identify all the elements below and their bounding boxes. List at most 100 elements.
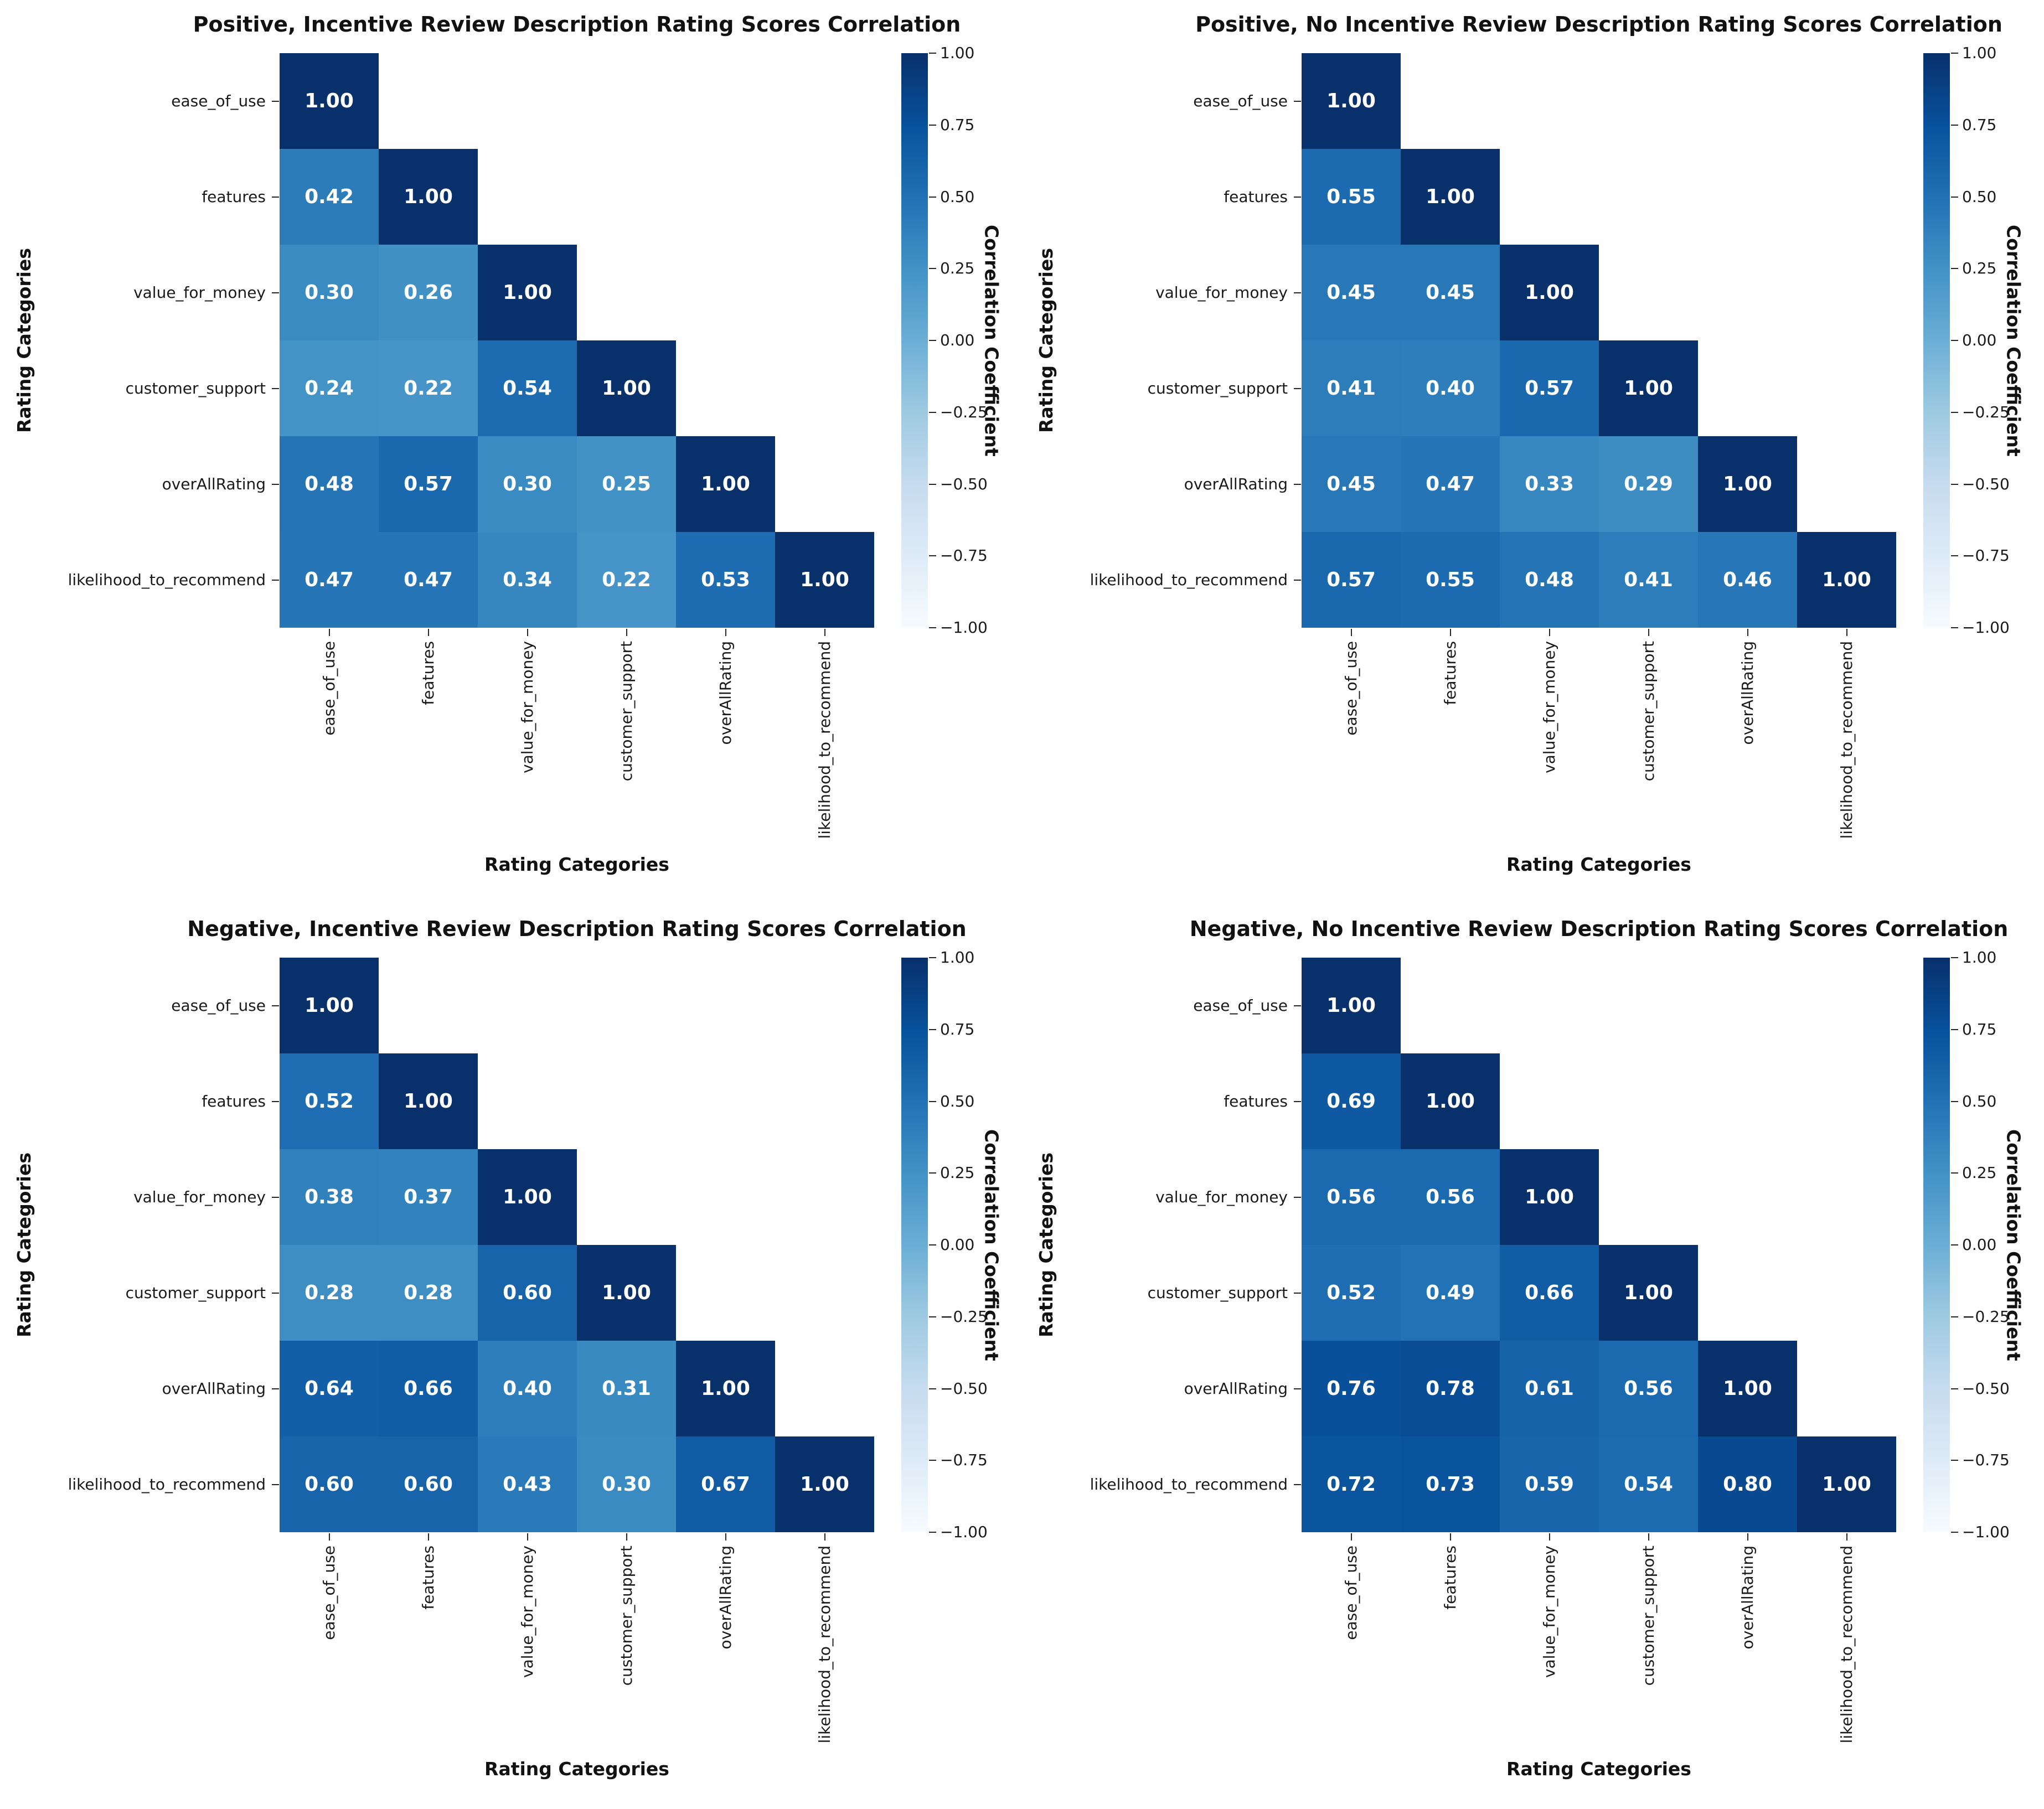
- y-tick-mark: [1294, 292, 1301, 293]
- heatmap-cell: 1.00: [577, 340, 676, 436]
- colorbar-tick-label: −0.75: [940, 546, 988, 565]
- heatmap-cell: 1.00: [1698, 436, 1797, 532]
- subplot-positive-no-incentive: Positive, No Incentive Review Descriptio…: [1022, 0, 2044, 905]
- colorbar-tick-label: −1.00: [940, 1523, 988, 1541]
- heatmap-cell: 1.00: [775, 1436, 874, 1532]
- x-tick-label: ease_of_use: [320, 1546, 338, 1640]
- colorbar-tick-mark: [929, 483, 936, 485]
- heatmap-cell: 0.37: [379, 1149, 478, 1245]
- y-tick-label: features: [202, 187, 266, 206]
- heatmap-cell: 0.41: [1302, 340, 1401, 436]
- colorbar-tick-label: −0.50: [1962, 474, 2010, 493]
- heatmap-cell: 0.49: [1401, 1245, 1500, 1341]
- colorbar-tick-mark: [929, 124, 936, 126]
- heatmap-grid: 1.00 0.69 1.00 0.56 0.56 1.00 0.52 0.49 0.66 1.00…: [1302, 958, 1896, 1532]
- y-tick-mark: [1294, 1292, 1301, 1294]
- colorbar-tick-label: 0.50: [1962, 187, 1997, 206]
- y-tick-label: overAllRating: [162, 1379, 266, 1398]
- x-tick-mark: [527, 1533, 528, 1541]
- y-axis-label: Rating Categories: [13, 1152, 35, 1337]
- colorbar-tick-label: 0.50: [1962, 1092, 1997, 1110]
- heatmap-cell: 0.60: [478, 1245, 577, 1341]
- x-tick-mark: [1648, 629, 1649, 636]
- subplot-negative-no-incentive: Negative, No Incentive Review Descriptio…: [1022, 905, 2044, 1809]
- colorbar-tick-mark: [1951, 1028, 1958, 1030]
- heatmap-cell: 0.73: [1401, 1436, 1500, 1532]
- colorbar-tick-mark: [1951, 1172, 1958, 1174]
- colorbar-tick-mark: [929, 627, 936, 628]
- heatmap-cell: 0.53: [676, 532, 775, 628]
- heatmap-cell: 1.00: [775, 532, 874, 628]
- colorbar-tick-label: 0.75: [1962, 115, 1997, 134]
- heatmap-cell: 1.00: [1500, 245, 1599, 340]
- heatmap-cell: 0.40: [1401, 340, 1500, 436]
- colorbar-tick-mark: [1951, 1100, 1958, 1102]
- heatmap-grid: 1.00 0.52 1.00 0.38 0.37 1.00 0.28 0.28 0.60 1.00…: [280, 958, 874, 1532]
- colorbar-tick-mark: [929, 1532, 936, 1533]
- heatmap-cell: 0.66: [379, 1341, 478, 1436]
- heatmap-cell: 0.60: [280, 1436, 379, 1532]
- heatmap-cell: 0.24: [280, 340, 379, 436]
- colorbar-tick-label: −0.25: [940, 1307, 988, 1326]
- heatmap-cell: 0.64: [280, 1341, 379, 1436]
- colorbar-label: Correlation Coefficient: [2002, 224, 2025, 457]
- heatmap-cell: 0.29: [1599, 436, 1698, 532]
- heatmap-cell: 1.00: [379, 1053, 478, 1149]
- subplot-negative-incentive: Negative, Incentive Review Description R…: [0, 905, 1022, 1809]
- heatmap-cell: 1.00: [280, 958, 379, 1053]
- heatmap-cell: 1.00: [1599, 340, 1698, 436]
- y-tick-label: customer_support: [125, 1283, 266, 1302]
- y-tick-label: customer_support: [1147, 379, 1288, 397]
- heatmap-cell: 0.67: [676, 1436, 775, 1532]
- x-tick-label: overAllRating: [716, 1546, 735, 1650]
- y-tick-label: overAllRating: [162, 474, 266, 493]
- colorbar-tick-mark: [929, 411, 936, 413]
- y-tick-mark: [272, 483, 279, 485]
- heatmap-cell: 0.46: [1698, 532, 1797, 628]
- heatmap-cell: 0.48: [1500, 532, 1599, 628]
- heatmap-cell: 0.57: [1500, 340, 1599, 436]
- heatmap-cell: 0.54: [1599, 1436, 1698, 1532]
- heatmap-cell: 0.56: [1302, 1149, 1401, 1245]
- colorbar-tick-label: −0.25: [1962, 402, 2010, 421]
- y-tick-label: overAllRating: [1184, 1379, 1288, 1398]
- heatmap-cell: 0.47: [379, 532, 478, 628]
- heatmap-cell: 1.00: [1599, 1245, 1698, 1341]
- y-tick-mark: [272, 1100, 279, 1102]
- colorbar-tick-mark: [1951, 1244, 1958, 1245]
- x-axis-label: Rating Categories: [484, 1758, 669, 1780]
- y-tick-mark: [1294, 579, 1301, 581]
- plot-title: Positive, Incentive Review Description R…: [193, 12, 961, 37]
- colorbar-tick-label: −0.50: [940, 474, 988, 493]
- heatmap-cell: 0.59: [1500, 1436, 1599, 1532]
- y-tick-label: likelihood_to_recommend: [1090, 570, 1288, 589]
- heatmap-cell: 0.38: [280, 1149, 379, 1245]
- colorbar-tick-label: 0.50: [940, 187, 975, 206]
- colorbar-label: Correlation Coefficient: [980, 224, 1003, 457]
- colorbar-tick-mark: [1951, 483, 1958, 485]
- colorbar-gradient: [901, 53, 928, 628]
- heatmap-cell: 0.57: [1302, 532, 1401, 628]
- heatmap-cell: 1.00: [1797, 1436, 1896, 1532]
- heatmap-cell: 0.30: [478, 436, 577, 532]
- colorbar-tick-mark: [929, 1460, 936, 1461]
- heatmap-cell: 0.48: [280, 436, 379, 532]
- heatmap-cell: 0.72: [1302, 1436, 1401, 1532]
- colorbar-gradient: [901, 958, 928, 1532]
- x-tick-mark: [824, 629, 825, 636]
- x-tick-label: overAllRating: [716, 641, 735, 745]
- x-tick-label: overAllRating: [1738, 641, 1757, 745]
- y-tick-label: overAllRating: [1184, 474, 1288, 493]
- x-tick-mark: [1549, 629, 1550, 636]
- heatmap-cell: 0.40: [478, 1341, 577, 1436]
- heatmap-cell: 0.26: [379, 245, 478, 340]
- heatmap-cell: 1.00: [1401, 1053, 1500, 1149]
- heatmap-cell: 0.78: [1401, 1341, 1500, 1436]
- x-tick-mark: [725, 1533, 726, 1541]
- heatmap-cell: 0.61: [1500, 1341, 1599, 1436]
- heatmap-cell: 0.52: [1302, 1245, 1401, 1341]
- heatmap-cell: 1.00: [1302, 53, 1401, 149]
- colorbar-tick-label: 0.25: [940, 259, 975, 278]
- colorbar-tick-label: −1.00: [940, 618, 988, 637]
